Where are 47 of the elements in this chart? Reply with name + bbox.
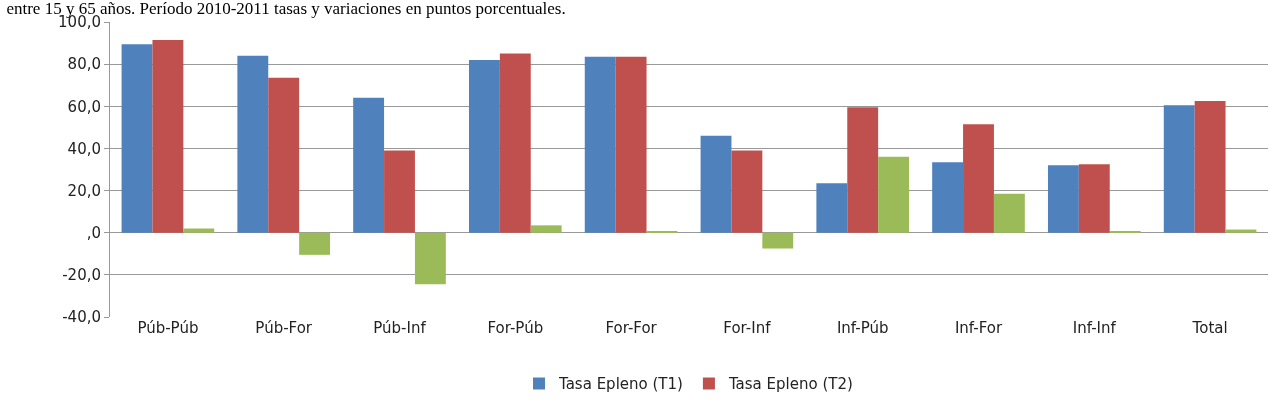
- x-tick-label: Inf-Inf: [1072, 319, 1117, 337]
- bar: [615, 56, 647, 233]
- x-tick-label: Inf-Púb: [836, 319, 889, 337]
- bar: [499, 53, 531, 233]
- bar: [963, 124, 994, 233]
- x-tick-label: Púb-Púb: [137, 319, 199, 337]
- bar: [530, 225, 562, 233]
- bar: [237, 55, 269, 233]
- x-tick-label: Total: [1191, 319, 1228, 337]
- bar: [584, 56, 616, 233]
- bar: [414, 232, 446, 285]
- y-tick-label: -20,0: [62, 266, 101, 285]
- legend-label: Tasa Epleno (T1): [558, 375, 683, 394]
- y-tick-label: ,0: [86, 223, 101, 242]
- bar: [847, 107, 879, 233]
- bar: [1078, 164, 1110, 233]
- bar: [1163, 105, 1195, 233]
- bar: [121, 44, 153, 233]
- y-tick-label: -40,0: [62, 308, 101, 327]
- bar: [1225, 229, 1257, 233]
- legend-label: Tasa Epleno (T2): [727, 375, 853, 394]
- bar: [384, 150, 415, 233]
- bar: [762, 232, 794, 249]
- bar: [353, 97, 385, 233]
- bar: [1194, 101, 1226, 233]
- y-tick-label: 60,0: [67, 97, 101, 116]
- bar: [152, 39, 184, 233]
- bar: [1047, 165, 1079, 233]
- x-tick-label: Inf-For: [954, 319, 1003, 337]
- x-tick-label: For-For: [605, 319, 658, 337]
- x-tick-label: For-Púb: [487, 319, 544, 337]
- bar: [932, 162, 964, 233]
- bar: [700, 135, 732, 233]
- bar: [731, 150, 763, 233]
- bar: [268, 77, 300, 233]
- y-tick-label: 40,0: [67, 139, 101, 158]
- x-tick-label: Púb-For: [255, 319, 313, 337]
- bar: [183, 228, 215, 233]
- y-tick-label: 80,0: [67, 55, 101, 74]
- x-tick-label: For-Inf: [723, 319, 772, 337]
- bar: [878, 156, 910, 233]
- bar: [468, 59, 500, 233]
- x-tick-label: Púb-Inf: [373, 319, 427, 337]
- bar: [299, 232, 331, 255]
- bar: [816, 183, 848, 233]
- y-tick-label: 20,0: [67, 181, 101, 200]
- bar: [993, 193, 1025, 233]
